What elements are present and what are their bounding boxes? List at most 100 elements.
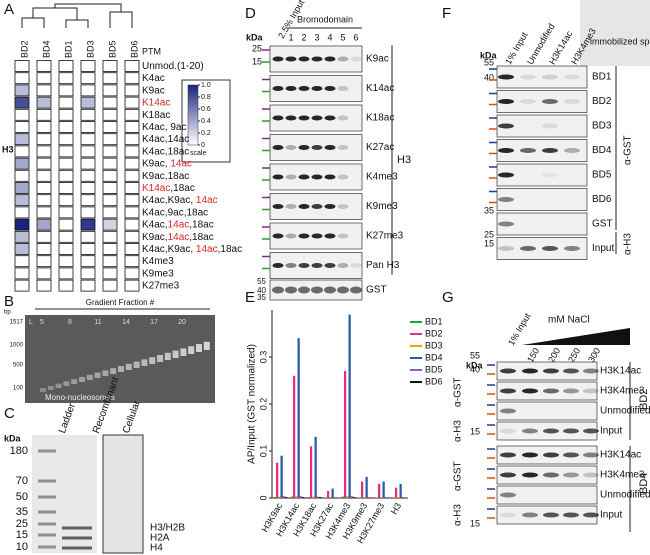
band <box>498 221 514 227</box>
row-label: K4ac,14ac,18ac <box>142 219 214 230</box>
bar <box>309 446 313 498</box>
ladder-band <box>38 510 56 514</box>
label: 100 <box>13 386 24 392</box>
row-label: K9ac,18ac <box>142 170 189 181</box>
bar <box>282 496 286 498</box>
band <box>498 123 514 129</box>
row-label-part: K4ac,18ac <box>142 146 189 157</box>
label: 2 <box>301 32 306 42</box>
band <box>272 233 284 239</box>
row-label-part: 14ac <box>168 231 190 242</box>
heat-cell <box>102 279 118 292</box>
heat-cell <box>102 72 118 85</box>
band <box>564 99 580 104</box>
band <box>337 263 349 268</box>
bar <box>292 375 296 498</box>
row-label-part: 14ac <box>196 244 218 255</box>
label: K9me3 <box>366 201 398 212</box>
label: K4me3 <box>366 172 398 183</box>
heat-cell <box>58 255 74 268</box>
heat-cell <box>14 157 30 170</box>
scale-tick-label: 0.4 <box>201 118 211 125</box>
bar <box>382 481 385 498</box>
label: H3K4me3 <box>600 386 645 397</box>
band <box>311 56 323 62</box>
label: bp <box>4 310 11 316</box>
heat-cell <box>124 267 140 280</box>
band <box>324 174 336 180</box>
band <box>324 145 336 150</box>
heat-cell <box>80 121 96 133</box>
label: 35 <box>257 293 266 302</box>
gel-band <box>180 348 187 356</box>
scale-tick-label: 0.6 <box>201 106 211 113</box>
label: 70 <box>16 475 28 487</box>
label: BD4 <box>638 473 650 494</box>
bar <box>302 497 305 498</box>
gel-band <box>62 526 92 530</box>
gel <box>32 435 97 553</box>
label: GST <box>592 219 613 230</box>
gel-band <box>110 368 117 374</box>
heat-cell <box>36 255 52 268</box>
band <box>563 512 579 518</box>
scale-tick-label: 0.2 <box>201 130 211 137</box>
heat-cell <box>58 169 74 182</box>
label: K27me3 <box>366 231 404 242</box>
band <box>542 123 558 129</box>
bar <box>363 497 366 498</box>
heat-cell <box>124 72 140 85</box>
heat-cell <box>36 243 52 255</box>
bar <box>380 497 383 498</box>
label: BD3 <box>592 121 612 132</box>
row-label-part: K4ac,K9ac, <box>142 195 196 206</box>
gel-band <box>157 355 163 362</box>
band <box>563 452 579 458</box>
label: 35 <box>484 205 494 215</box>
heat-cell <box>80 133 96 146</box>
panel-label: A <box>4 1 14 18</box>
heat-cell <box>102 243 118 255</box>
gel-band <box>188 346 195 354</box>
label: H4 <box>150 543 163 554</box>
heat-cell <box>58 206 74 219</box>
heat-cell <box>80 96 96 109</box>
band <box>337 145 349 150</box>
band <box>311 86 323 91</box>
gel-band <box>55 383 62 388</box>
row-label-part: K4ac,9ac,18ac <box>142 207 208 218</box>
bar <box>343 371 347 498</box>
blot <box>496 188 588 211</box>
band <box>500 472 516 478</box>
dendrogram <box>21 3 133 28</box>
heat-cell <box>80 255 96 268</box>
row-label-part: Unmod.(1-20) <box>142 61 204 72</box>
label: 15 <box>470 518 480 528</box>
row-label: K4ac,9ac,18ac <box>142 207 208 218</box>
band <box>583 472 599 478</box>
label: Mono-nucleosomes <box>45 393 115 402</box>
heat-cell <box>124 206 140 219</box>
heat-cell <box>58 194 74 207</box>
label: kDa <box>466 360 484 370</box>
heat-cell <box>58 157 74 170</box>
bar <box>384 497 388 498</box>
row-label: K14ac,18ac <box>142 183 195 194</box>
heat-cell <box>36 72 52 85</box>
band <box>311 115 323 121</box>
band <box>324 286 336 294</box>
band <box>324 263 336 268</box>
panel-label: C <box>4 405 15 422</box>
label: BD6 <box>592 194 612 205</box>
band <box>350 286 362 294</box>
y-tick-label: 0 <box>258 495 268 500</box>
label: K14ac <box>366 83 394 94</box>
band <box>583 368 599 374</box>
row-label: K9ac, 14ac <box>142 158 192 169</box>
gel-band <box>40 388 46 392</box>
ladder-band <box>38 545 56 549</box>
bar <box>348 314 351 498</box>
band <box>542 99 558 104</box>
row-label: K9me3 <box>142 268 174 279</box>
